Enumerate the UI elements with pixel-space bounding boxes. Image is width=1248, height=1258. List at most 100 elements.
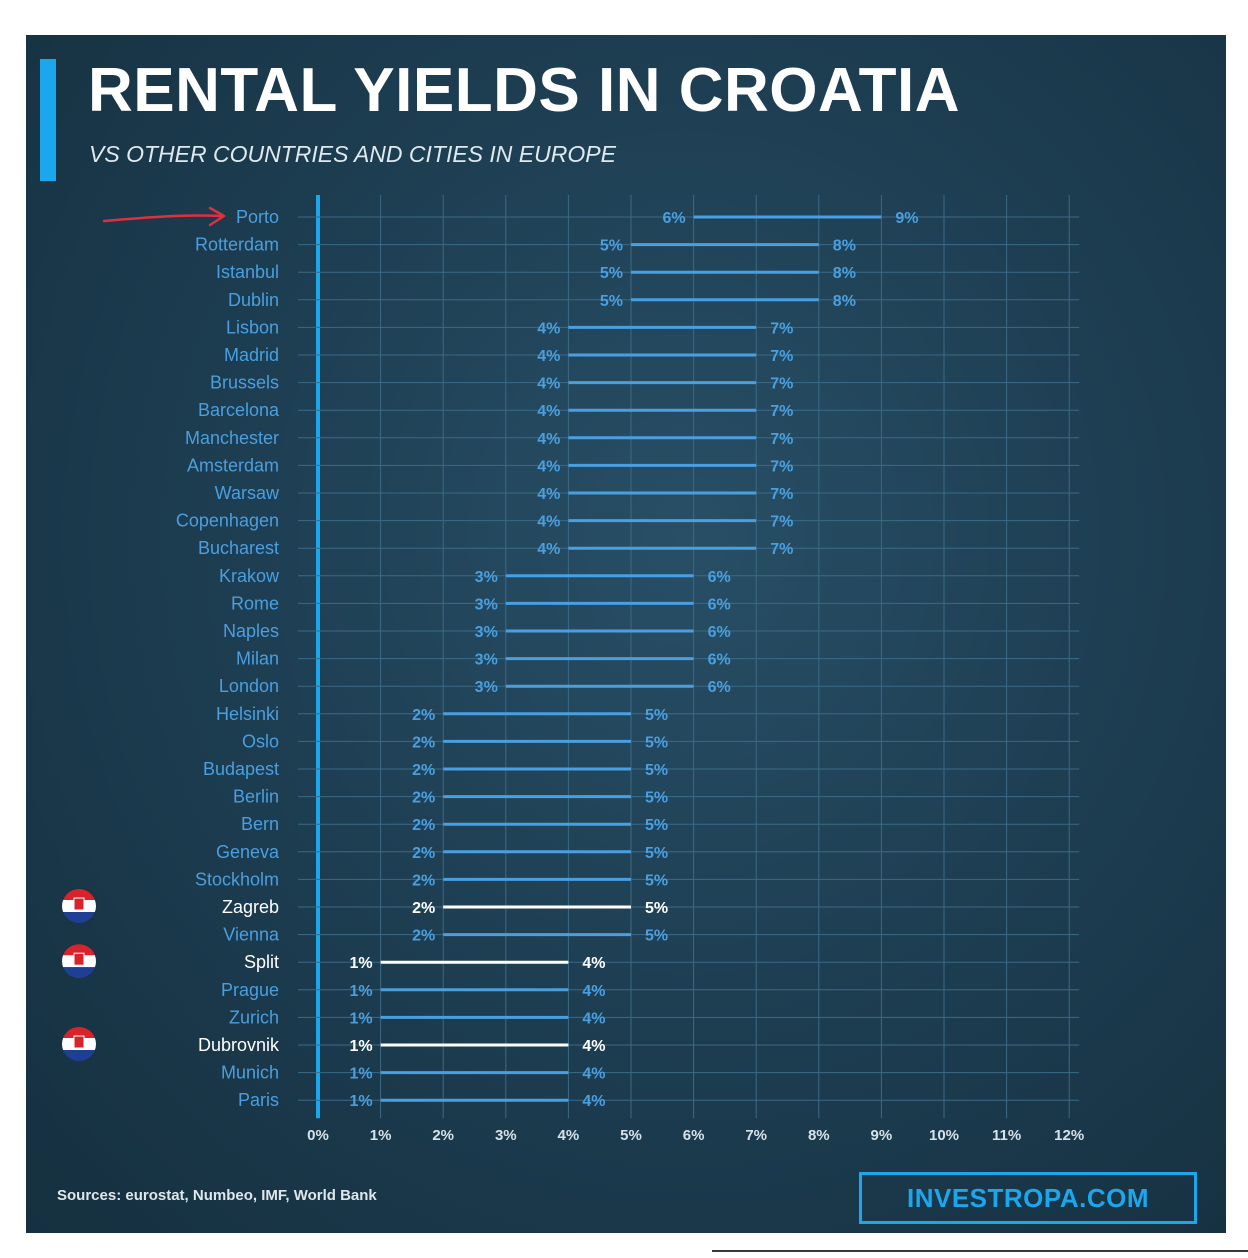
- page-edge-line: [712, 1250, 1248, 1252]
- high-value-label: 8%: [833, 265, 856, 282]
- high-value-label: 4%: [582, 1010, 605, 1027]
- city-label: Munich: [221, 1063, 279, 1083]
- high-value-label: 4%: [582, 1093, 605, 1110]
- low-value-label: 1%: [349, 1038, 372, 1055]
- x-tick-label: 3%: [495, 1127, 517, 1144]
- city-label: Bucharest: [198, 538, 279, 558]
- x-tick-label: 4%: [558, 1127, 580, 1144]
- low-value-label: 1%: [349, 983, 372, 1000]
- high-value-label: 6%: [708, 569, 731, 586]
- flag-coat-of-arms: [73, 897, 85, 911]
- city-label: Paris: [238, 1090, 279, 1110]
- city-label: Istanbul: [216, 262, 279, 282]
- high-value-label: 4%: [582, 983, 605, 1000]
- city-label: Budapest: [203, 759, 279, 779]
- x-tick-label: 0%: [307, 1127, 329, 1144]
- high-value-label: 9%: [895, 210, 918, 227]
- city-label: Amsterdam: [187, 455, 279, 475]
- high-value-label: 8%: [833, 293, 856, 310]
- flag-stripes: [62, 944, 96, 979]
- high-value-label: 6%: [708, 679, 731, 696]
- city-label: Rotterdam: [195, 235, 279, 255]
- high-value-label: 6%: [708, 624, 731, 641]
- high-value-label: 5%: [645, 762, 668, 779]
- chart-panel: RENTAL YIELDS IN CROATIA VS OTHER COUNTR…: [26, 35, 1226, 1233]
- low-value-label: 4%: [537, 320, 560, 337]
- x-tick-label: 8%: [808, 1127, 830, 1144]
- x-tick-label: 10%: [929, 1127, 959, 1144]
- city-label: Geneva: [216, 842, 280, 862]
- city-label: Helsinki: [216, 704, 279, 724]
- city-labels: Porto Rotterdam Istanbul Dublin Lisbon Madrid…: [176, 207, 280, 1110]
- high-value-label: 7%: [770, 376, 793, 393]
- high-value-label: 5%: [645, 900, 668, 917]
- high-value-label: 4%: [582, 1066, 605, 1083]
- high-value-label: 6%: [708, 652, 731, 669]
- croatia-flag-icon: [60, 887, 98, 925]
- low-value-label: 2%: [412, 928, 435, 945]
- city-label: Berlin: [233, 787, 279, 807]
- low-value-label: 3%: [475, 679, 498, 696]
- high-value-label: 7%: [770, 403, 793, 420]
- high-value-label: 8%: [833, 238, 856, 255]
- high-value-label: 7%: [770, 541, 793, 558]
- x-tick-label: 5%: [620, 1127, 642, 1144]
- city-label: Manchester: [185, 428, 279, 448]
- x-tick-label: 12%: [1054, 1127, 1084, 1144]
- x-tick-label: 7%: [745, 1127, 767, 1144]
- sources-text: Sources: eurostat, Numbeo, IMF, World Ba…: [57, 1187, 377, 1204]
- x-tick-label: 1%: [370, 1127, 392, 1144]
- flags: [60, 887, 98, 1063]
- low-value-label: 2%: [412, 762, 435, 779]
- high-value-label: 6%: [708, 596, 731, 613]
- high-value-label: 5%: [645, 872, 668, 889]
- low-value-label: 5%: [600, 238, 623, 255]
- low-value-label: 4%: [537, 431, 560, 448]
- low-value-label: 3%: [475, 624, 498, 641]
- title-accent-bar: [40, 59, 56, 181]
- range-chart: 6% 9% 5% 8% 5% 8% 5% 8% 4% 7% 4% 7% 4% 7% 4% 7% 4% 7% 4% 7%…: [60, 195, 1084, 1144]
- high-value-label: 7%: [770, 348, 793, 365]
- low-value-label: 2%: [412, 872, 435, 889]
- flag-coat-of-arms: [73, 1035, 85, 1049]
- high-value-label: 7%: [770, 486, 793, 503]
- low-value-label: 2%: [412, 790, 435, 807]
- low-value-label: 4%: [537, 514, 560, 531]
- city-label: Stockholm: [195, 869, 279, 889]
- grid: [298, 195, 1080, 1119]
- flag-red-stripe: [62, 1027, 96, 1038]
- flag-coat-of-arms: [73, 952, 85, 966]
- low-value-label: 4%: [537, 486, 560, 503]
- city-label: Zurich: [229, 1007, 279, 1027]
- low-value-label: 6%: [662, 210, 685, 227]
- low-value-label: 4%: [537, 348, 560, 365]
- city-label: Krakow: [219, 566, 280, 586]
- low-value-label: 4%: [537, 403, 560, 420]
- city-label: Naples: [223, 621, 279, 641]
- low-value-label: 1%: [349, 1093, 372, 1110]
- city-label: Milan: [236, 649, 279, 669]
- low-value-label: 3%: [475, 652, 498, 669]
- city-label: Porto: [236, 207, 279, 227]
- high-value-label: 5%: [645, 734, 668, 751]
- city-label: Barcelona: [198, 400, 280, 420]
- croatia-flag-icon: [60, 942, 98, 981]
- flag-red-stripe: [62, 944, 96, 956]
- city-label: Vienna: [223, 925, 280, 945]
- low-value-label: 4%: [537, 458, 560, 475]
- city-label: Dublin: [228, 290, 279, 310]
- value-labels: 6% 9% 5% 8% 5% 8% 5% 8% 4% 7% 4% 7% 4% 7% 4% 7% 4% 7% 4% 7%…: [349, 210, 918, 1110]
- page-subtitle: VS OTHER COUNTRIES AND CITIES IN EUROPE: [89, 141, 616, 167]
- high-value-label: 7%: [770, 431, 793, 448]
- city-label: Bern: [241, 814, 279, 834]
- x-axis-ticks: 0% 1% 2% 3% 4% 5% 6% 7% 8% 9% 10% 11% 12%: [307, 1127, 1084, 1144]
- low-value-label: 5%: [600, 293, 623, 310]
- low-value-label: 2%: [412, 900, 435, 917]
- x-tick-label: 11%: [992, 1127, 1021, 1144]
- low-value-label: 3%: [475, 569, 498, 586]
- city-label: Madrid: [224, 345, 279, 365]
- brand-link[interactable]: INVESTROPA.COM: [859, 1172, 1197, 1224]
- low-value-label: 2%: [412, 845, 435, 862]
- city-label: Split: [244, 952, 279, 972]
- flag-stripes: [62, 1027, 96, 1061]
